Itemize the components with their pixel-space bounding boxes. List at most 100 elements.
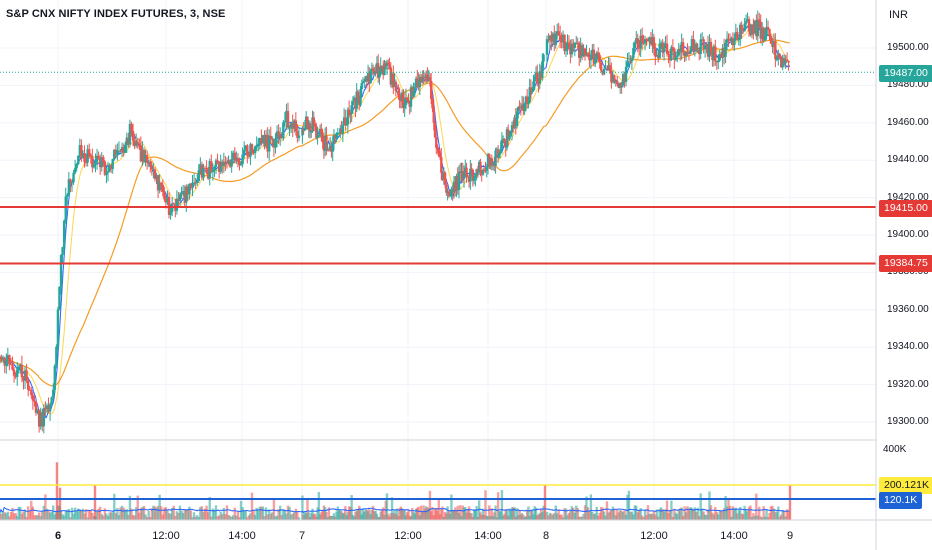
candle-body bbox=[727, 38, 730, 40]
candle-body bbox=[408, 103, 411, 107]
volume-bar bbox=[167, 513, 171, 520]
volume-bar bbox=[488, 505, 491, 520]
candle-body bbox=[472, 178, 476, 181]
candle-body bbox=[677, 48, 680, 56]
volume-bar bbox=[538, 513, 541, 520]
volume-bar bbox=[700, 508, 704, 520]
candle-body bbox=[316, 135, 319, 138]
candle-body bbox=[47, 405, 50, 412]
volume-bar bbox=[293, 512, 296, 520]
volume-bar bbox=[313, 513, 317, 520]
candle-body bbox=[586, 53, 590, 57]
candle-body bbox=[6, 354, 10, 361]
candle-body bbox=[494, 150, 497, 166]
candle-body bbox=[315, 125, 318, 138]
volume-bar bbox=[163, 507, 166, 520]
candle-body bbox=[728, 39, 732, 41]
volume-bar bbox=[200, 506, 204, 520]
volume-bar bbox=[97, 508, 100, 520]
volume-bar bbox=[493, 512, 496, 520]
volume-bar bbox=[232, 515, 235, 520]
volume-bar bbox=[608, 511, 612, 520]
candle-body bbox=[97, 155, 100, 159]
candle-body bbox=[255, 144, 258, 147]
candle-body bbox=[45, 405, 49, 409]
volume-bar bbox=[253, 514, 257, 520]
candle-body bbox=[755, 20, 758, 37]
candle-body bbox=[566, 42, 569, 49]
volume-bar bbox=[12, 513, 16, 520]
candle-body bbox=[495, 149, 499, 151]
volume-bar bbox=[589, 494, 593, 520]
candle-body bbox=[186, 186, 190, 195]
volume-bar bbox=[717, 514, 720, 520]
volume-bar bbox=[560, 514, 563, 520]
volume-bar bbox=[708, 491, 711, 520]
candle-body bbox=[597, 52, 600, 56]
volume-bar bbox=[693, 507, 697, 520]
volume-bar bbox=[16, 515, 19, 520]
symbol-title[interactable]: S&P CNX NIFTY INDEX FUTURES, 3, NSE bbox=[6, 8, 226, 20]
candle-body bbox=[556, 31, 559, 34]
candle-body bbox=[347, 109, 351, 114]
volume-bar bbox=[147, 510, 150, 520]
candle-body bbox=[125, 137, 128, 146]
volume-bar bbox=[238, 517, 241, 520]
currency-label[interactable]: INR bbox=[889, 9, 908, 21]
candle-body bbox=[269, 135, 272, 140]
volume-bar bbox=[712, 514, 716, 520]
volume-bar bbox=[556, 513, 559, 520]
volume-ma-line bbox=[0, 506, 790, 514]
volume-bar bbox=[558, 514, 562, 520]
candle-body bbox=[437, 149, 440, 156]
volume-bar bbox=[347, 506, 351, 520]
time-tick-label: 14:00 bbox=[474, 530, 502, 542]
candle-body bbox=[349, 113, 352, 115]
volume-bar bbox=[668, 509, 672, 520]
volume-bar bbox=[119, 507, 122, 520]
volume-bar bbox=[326, 517, 329, 520]
candle-body bbox=[613, 75, 616, 83]
volume-bar bbox=[327, 507, 331, 520]
volume-bar bbox=[185, 509, 188, 520]
volume-bar bbox=[452, 510, 456, 520]
volume-bar bbox=[534, 507, 538, 520]
candle-body bbox=[227, 160, 230, 164]
candle-body bbox=[28, 389, 31, 391]
candle-body bbox=[387, 62, 390, 65]
volume-bar bbox=[475, 506, 478, 520]
volume-bar bbox=[507, 515, 510, 520]
candle-body bbox=[695, 43, 698, 52]
candle-body bbox=[25, 370, 28, 381]
candle-body bbox=[520, 104, 524, 109]
candle-body bbox=[756, 19, 759, 37]
volume-bar bbox=[594, 513, 597, 520]
volume-bar bbox=[261, 506, 265, 520]
candle-body bbox=[232, 152, 235, 160]
volume-bar bbox=[108, 512, 111, 520]
candle-body bbox=[55, 346, 58, 366]
candle-body bbox=[667, 53, 670, 55]
volume-bar bbox=[385, 493, 389, 520]
candle-body bbox=[155, 175, 158, 180]
volume-bar bbox=[383, 514, 386, 520]
horizontal-lines[interactable] bbox=[0, 71, 876, 500]
volume-bar bbox=[408, 515, 411, 520]
volume-bar bbox=[610, 510, 613, 520]
price-tick-label: 19400.00 bbox=[887, 229, 929, 240]
volume-bar bbox=[294, 508, 298, 520]
volume-bar bbox=[447, 511, 451, 520]
candle-body bbox=[483, 169, 486, 171]
candle-body bbox=[331, 144, 334, 152]
volume-bar bbox=[191, 517, 194, 520]
volume-bar bbox=[172, 505, 175, 520]
volume-bar bbox=[26, 506, 30, 520]
volume-bar bbox=[448, 513, 452, 520]
volume-bar bbox=[501, 515, 505, 520]
candle-body bbox=[428, 77, 432, 81]
candle-body bbox=[747, 19, 751, 32]
candle-body bbox=[120, 147, 124, 152]
candle-body bbox=[693, 43, 697, 51]
volume-bar bbox=[344, 506, 347, 520]
